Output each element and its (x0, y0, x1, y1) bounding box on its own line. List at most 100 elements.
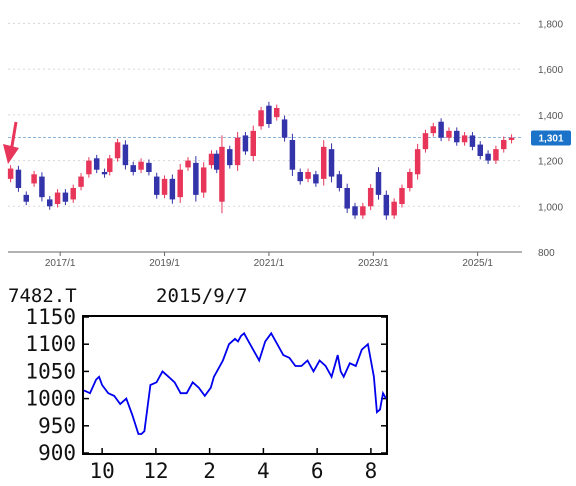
x-tick-label: 8 (365, 459, 378, 483)
y-tick-label: 1,000 (538, 202, 563, 213)
y-tick-label: 1,800 (538, 19, 563, 30)
y-tick-label: 900 (38, 441, 76, 465)
candle-body (122, 144, 129, 166)
x-tick-labels: 10 12 2 4 6 8 (89, 459, 377, 483)
candle-body (500, 140, 507, 150)
candle-body (399, 188, 405, 204)
candle-body (93, 158, 100, 170)
candle-body (454, 130, 460, 143)
candle-body (219, 146, 225, 202)
candle-body (469, 135, 476, 147)
candle-body (281, 119, 288, 138)
candle-body (422, 133, 429, 150)
x-tick-labels: 2017/1 2019/1 2021/1 2023/1 2025/1 (45, 252, 493, 269)
pointer-arrow-icon (3, 121, 19, 164)
candle-body (258, 110, 264, 127)
candle-body (185, 160, 191, 168)
candle-body (274, 108, 280, 118)
y-tick-labels: 1150 1100 1050 1000 950 900 (25, 305, 76, 465)
candle-body (266, 105, 272, 124)
candle-body (360, 206, 366, 216)
x-tick-label: 10 (89, 459, 114, 483)
candle-body (130, 165, 136, 172)
candle-body (23, 194, 30, 202)
candle-body (320, 146, 327, 179)
candle-body (352, 206, 358, 216)
candle-body (15, 169, 22, 188)
y-tick-label: 1,600 (538, 65, 563, 76)
candle-body (407, 172, 413, 188)
chart-date: 2015/9/7 (156, 285, 248, 307)
x-tick-label: 2019/1 (149, 258, 180, 269)
candle-body (461, 135, 468, 143)
y-tick-marks (84, 316, 386, 454)
candle-body (446, 130, 452, 138)
candle-body (39, 176, 45, 198)
y-tick-labels: 800 1,000 1,200 1,400 1,600 1,800 (538, 19, 563, 259)
candle-body (383, 194, 390, 216)
candle-body (169, 178, 176, 200)
candle-body (414, 149, 421, 175)
ticker-line-chart: 7482.T 2015/9/7 1150 1100 1050 1000 950 900 1… (8, 285, 388, 483)
candle-body (328, 149, 335, 177)
x-tick-label: 4 (257, 459, 270, 483)
price-line (83, 331, 387, 435)
last-price-label: 1,301 (538, 133, 563, 144)
y-tick-label: 1100 (25, 332, 76, 356)
x-tick-label: 2017/1 (45, 258, 76, 269)
plot-frame (82, 315, 388, 455)
candle-body (213, 153, 220, 170)
candle-body (7, 168, 14, 179)
candle-body (153, 176, 160, 195)
candle-body (289, 140, 296, 170)
candle-body (313, 174, 319, 184)
ticker-symbol: 7482.T (8, 285, 77, 307)
candle-body (208, 153, 215, 166)
candle-body (78, 176, 84, 187)
candle-body (86, 160, 92, 175)
x-tick-label: 12 (143, 459, 168, 483)
candle-body (101, 172, 108, 175)
candle-body (508, 137, 515, 140)
candle-body (31, 174, 37, 184)
x-tick-label: 6 (311, 459, 324, 483)
grid-lines (8, 22, 522, 207)
candle-body (47, 199, 53, 207)
candle-body (250, 130, 256, 156)
candle-body (438, 121, 444, 138)
candle-body (193, 162, 199, 195)
candle-body (344, 188, 350, 209)
candle-body (54, 192, 61, 204)
y-tick-label: 1150 (25, 305, 76, 329)
y-tick-label: 1000 (25, 387, 76, 411)
candle-body (485, 153, 491, 161)
candle-body (70, 188, 76, 200)
candle-body (430, 126, 437, 134)
candle-body (62, 192, 69, 202)
candle-body (227, 149, 233, 166)
candle-body (200, 167, 207, 193)
candle-body (297, 172, 303, 182)
candle-body (177, 169, 183, 198)
y-tick-label: 950 (38, 414, 76, 438)
candle-body (367, 188, 374, 207)
candle-body (234, 137, 241, 166)
candle-body (375, 172, 382, 195)
candle-body (477, 144, 483, 156)
x-tick-label: 2023/1 (358, 258, 389, 269)
candle-body (146, 162, 152, 172)
candle-body (114, 142, 121, 159)
candle-body (161, 178, 168, 195)
candle-body (107, 158, 113, 172)
candle-body (336, 174, 343, 188)
x-tick-label: 2025/1 (462, 258, 493, 269)
x-tick-label: 2 (203, 459, 216, 483)
candle-body (305, 172, 311, 179)
candle-body (391, 201, 397, 216)
last-price-badge: 1,301 (531, 130, 571, 146)
candles (7, 101, 515, 220)
y-tick-label: 1050 (25, 359, 76, 383)
y-tick-label: 1,400 (538, 111, 563, 122)
candle-body (493, 149, 499, 161)
y-tick-label: 1,200 (538, 157, 563, 168)
